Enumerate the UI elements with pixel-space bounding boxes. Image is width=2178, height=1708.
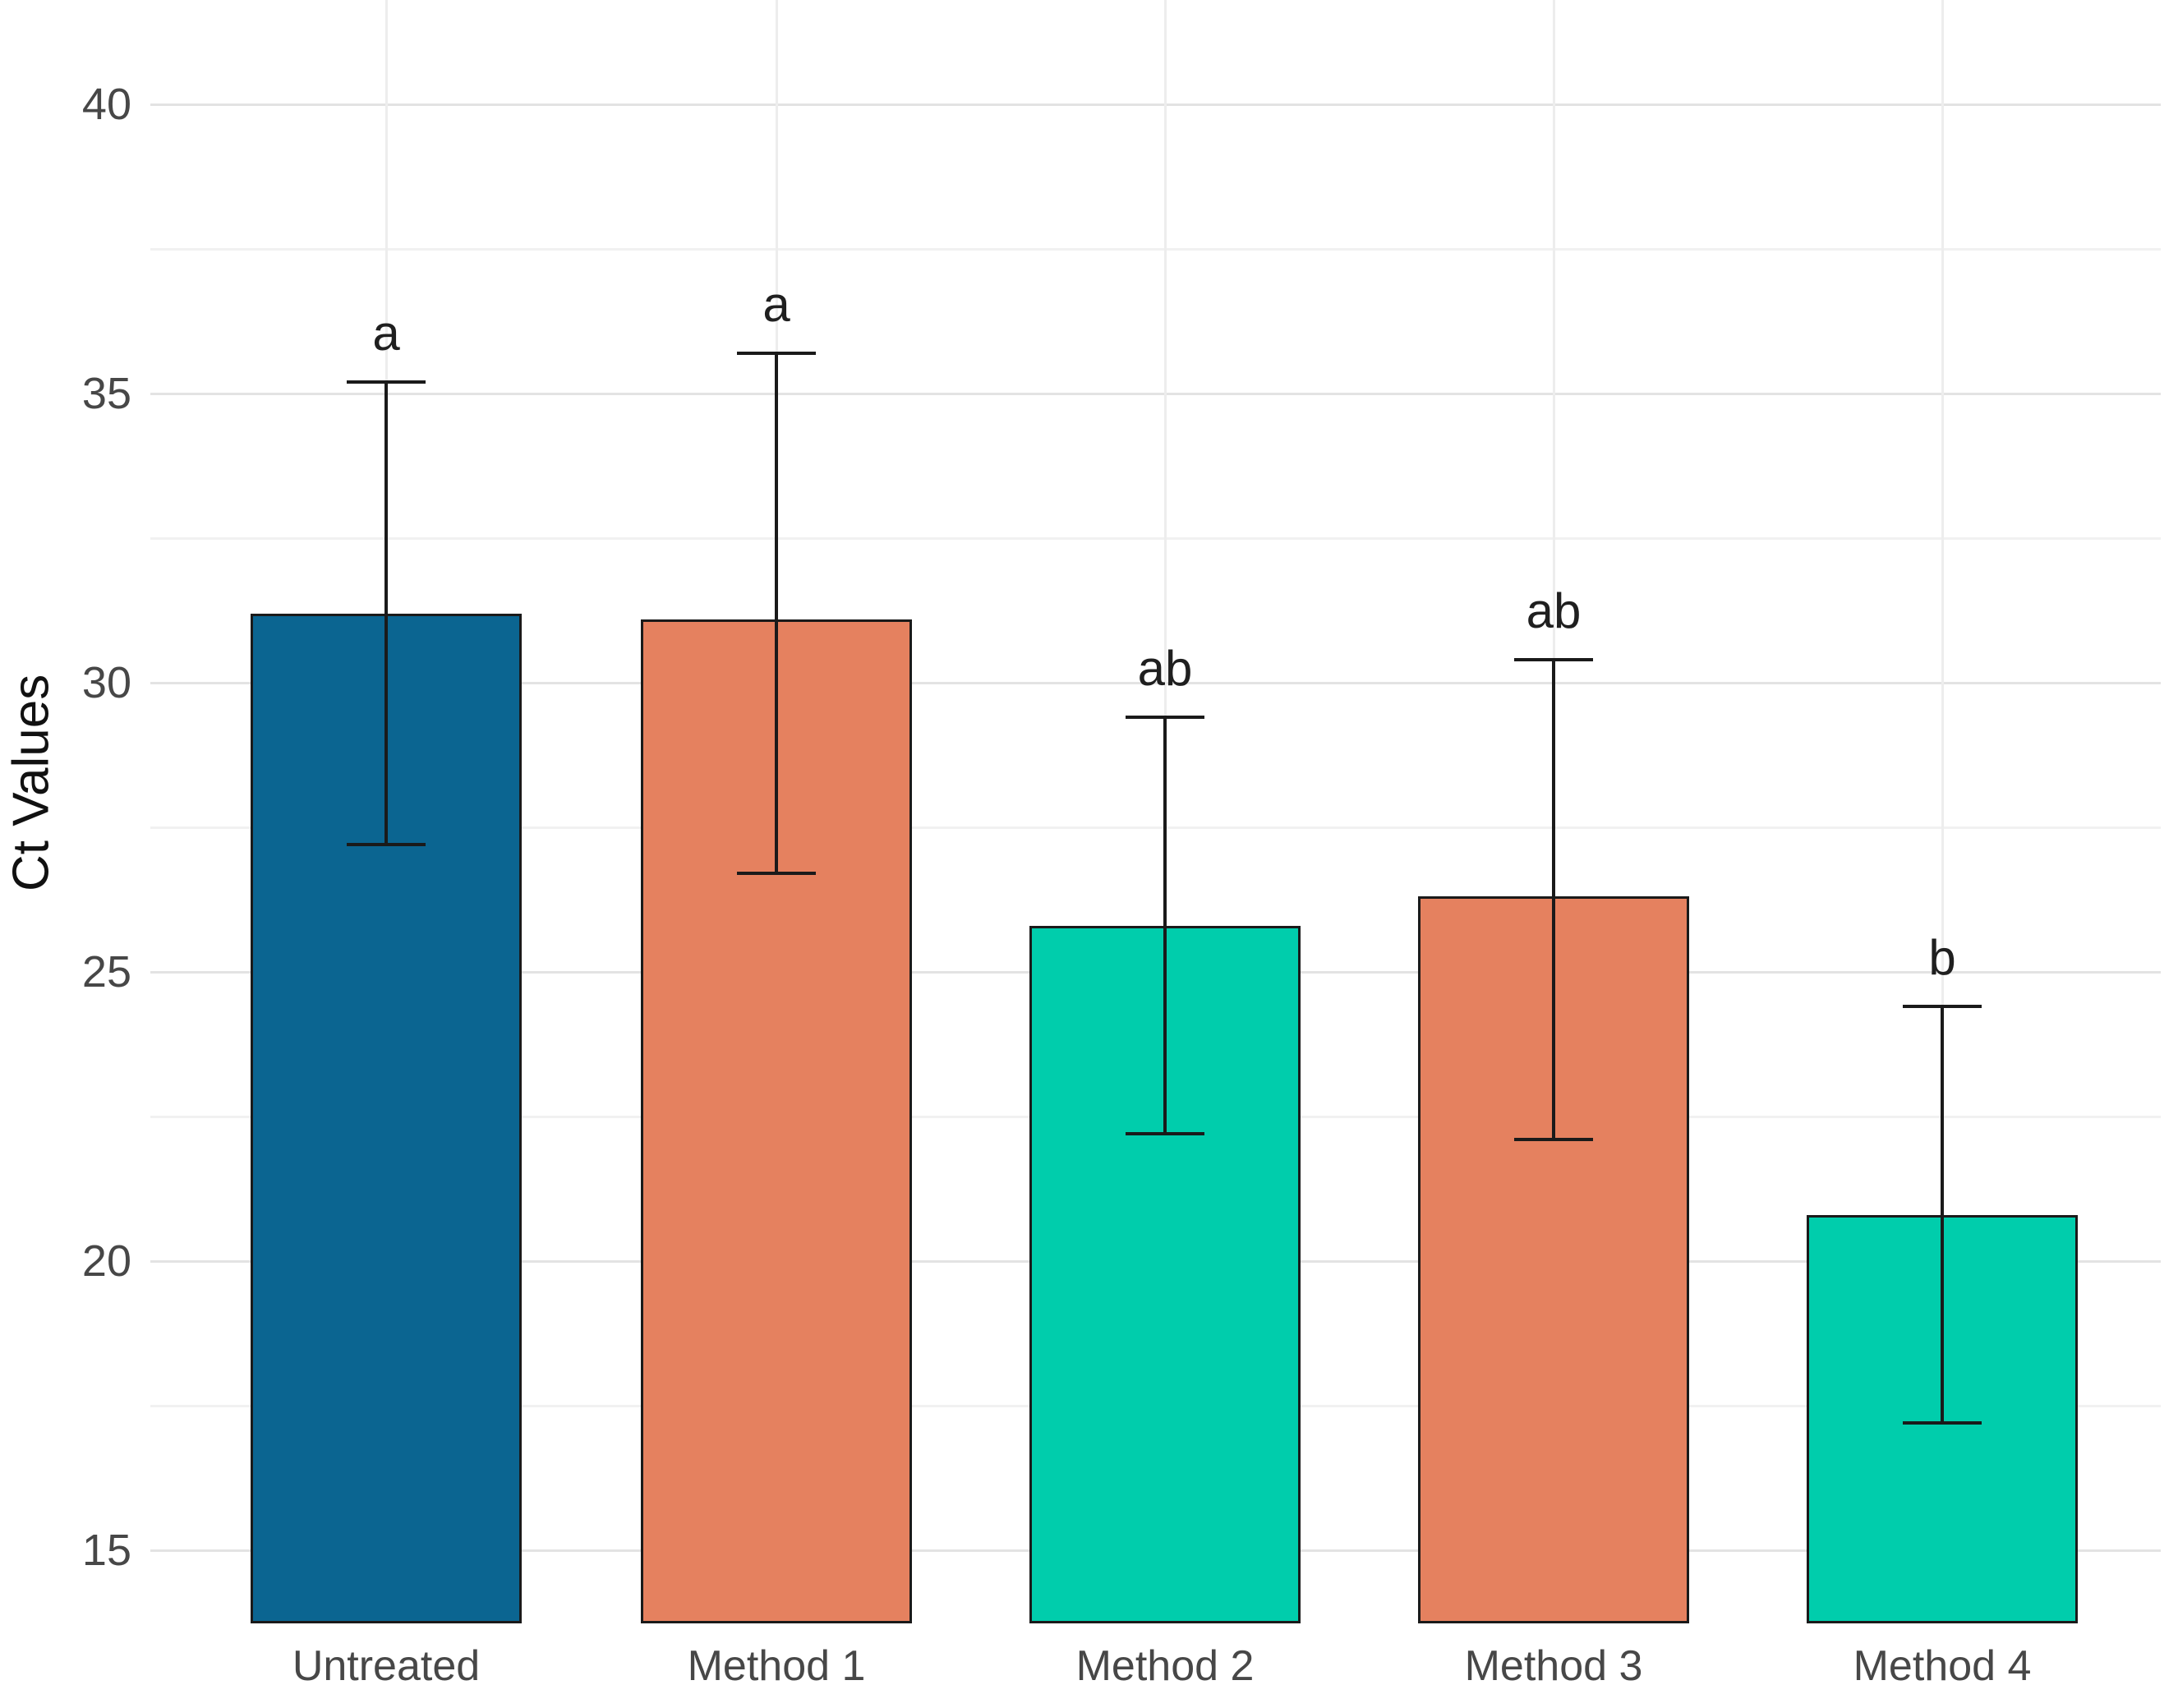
y-tick-label: 40 <box>81 80 131 129</box>
y-tick-label: 35 <box>81 369 131 418</box>
error-bar-stem <box>775 352 778 874</box>
y-tick-label: 20 <box>81 1236 131 1286</box>
significance-letter: a <box>372 305 400 361</box>
minor-gridline <box>150 537 2161 540</box>
error-bar-upper-cap <box>737 351 816 355</box>
major-gridline <box>150 682 2161 684</box>
error-bar-lower-cap <box>737 872 816 876</box>
minor-gridline <box>150 826 2161 829</box>
error-bar-upper-cap <box>1903 1005 1982 1009</box>
error-bar-stem <box>1552 659 1555 1140</box>
significance-letter: b <box>1928 930 1956 986</box>
x-tick-label: Untreated <box>292 1642 481 1690</box>
y-tick-label: 25 <box>81 947 131 997</box>
x-tick-label: Method 2 <box>1075 1642 1255 1690</box>
error-bar-lower-cap <box>347 843 426 847</box>
major-gridline <box>150 393 2161 395</box>
major-gridline <box>150 104 2161 106</box>
x-tick-label: Method 4 <box>1853 1642 2032 1690</box>
error-bar-stem <box>1941 1006 1944 1424</box>
significance-letter: ab <box>1526 582 1582 638</box>
error-bar-upper-cap <box>1126 716 1204 720</box>
error-bar-lower-cap <box>1514 1138 1593 1142</box>
category-gridline <box>1941 0 1944 1623</box>
y-tick-label: 15 <box>81 1526 131 1575</box>
x-tick-label: Method 3 <box>1464 1642 1643 1690</box>
minor-gridline <box>150 248 2161 251</box>
error-bar-lower-cap <box>1903 1421 1982 1425</box>
x-tick-label: Method 1 <box>687 1642 866 1690</box>
y-tick-label: 30 <box>81 658 131 707</box>
significance-letter: ab <box>1137 641 1193 697</box>
error-bar-stem <box>384 381 388 845</box>
error-bar-upper-cap <box>347 380 426 384</box>
y-axis-title: Ct Values <box>2 674 60 891</box>
error-bar-stem <box>1163 717 1167 1135</box>
significance-letter: a <box>762 276 790 332</box>
error-bar-upper-cap <box>1514 657 1593 661</box>
error-bar-lower-cap <box>1126 1132 1204 1136</box>
